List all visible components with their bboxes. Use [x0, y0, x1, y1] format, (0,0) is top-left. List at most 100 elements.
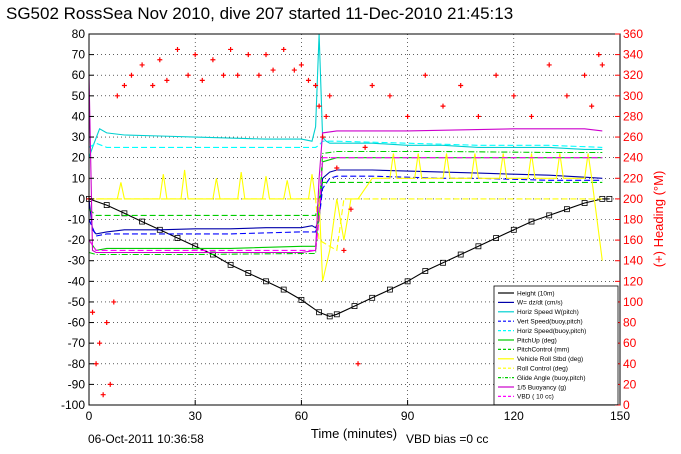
heading-point — [320, 134, 326, 140]
heading-point — [305, 77, 311, 83]
height-point — [404, 278, 411, 285]
series-layer — [86, 33, 613, 398]
height-point — [326, 313, 333, 320]
height-point — [280, 286, 287, 293]
height-point — [139, 218, 146, 225]
heading-point — [245, 52, 251, 58]
legend-label: PitchUp (deg) — [517, 337, 557, 344]
y-right-tick-label: 180 — [623, 213, 643, 227]
height-point — [351, 303, 358, 309]
y-tick-label: -40 — [68, 274, 86, 288]
y-tick-label: 40 — [72, 109, 86, 123]
heading-point — [327, 93, 333, 99]
y-right-tick-label: 20 — [623, 377, 637, 391]
legend-label: 1/5 Buoyancy (g) — [517, 384, 566, 391]
heading-point — [139, 62, 145, 68]
y-tick-label: 30 — [72, 130, 86, 144]
x-tick-label: 90 — [401, 409, 415, 423]
height-point — [245, 270, 252, 276]
height-point — [103, 202, 110, 208]
y-tick-label: 10 — [72, 171, 86, 185]
y-right-tick-label: 160 — [623, 233, 643, 247]
heading-point — [405, 113, 411, 119]
legend: Height (10m) W= dz/dt (cm/s) Horiz Speed W… — [493, 285, 619, 406]
y-tick-label: -100 — [61, 398, 85, 412]
heading-point — [511, 93, 517, 99]
heading-point — [90, 309, 96, 315]
y-right-tick-label: 100 — [623, 295, 643, 309]
y-axis-right-label: (+) Heading (°M) — [651, 171, 666, 268]
series-1-5-buoyancy-g — [88, 75, 603, 254]
height-point — [581, 200, 588, 206]
heading-point — [564, 93, 570, 99]
y-right-tick-label: 40 — [623, 357, 637, 371]
y-right-tick-label: 320 — [623, 68, 643, 82]
y-tick-label: 60 — [72, 68, 86, 82]
legend-label: W= dz/dt (cm/s) — [517, 300, 563, 307]
y-tick-label: -50 — [68, 295, 86, 309]
heading-point — [104, 320, 110, 326]
height-point — [316, 309, 323, 316]
heading-point — [582, 72, 588, 78]
legend-label: Vehicle Roll Stbd (deg) — [517, 356, 583, 363]
y-tick-label: 70 — [72, 48, 86, 62]
heading-point — [298, 62, 304, 68]
height-point — [298, 296, 305, 303]
series-horiz-speed-buoy-pitch — [88, 140, 603, 148]
heading-point — [210, 57, 216, 63]
heading-point — [281, 46, 287, 52]
heading-point — [235, 72, 241, 78]
legend-label: Glide Angle (buoy,pitch) — [517, 375, 586, 382]
y-right-tick-label: 220 — [623, 171, 643, 185]
y-right-tick-label: 240 — [623, 151, 643, 165]
height-point — [422, 268, 429, 274]
y-tick-label: 0 — [78, 192, 85, 206]
heading-point — [157, 57, 163, 63]
x-tick-label: 60 — [295, 409, 309, 423]
y-right-tick-label: 300 — [623, 89, 643, 103]
heading-point — [440, 103, 446, 109]
heading-point — [192, 52, 198, 58]
height-point — [493, 235, 500, 241]
y-right-tick-label: 260 — [623, 130, 643, 144]
heading-point — [270, 67, 276, 73]
y-right-tick-label: 140 — [623, 254, 643, 268]
heading-point — [341, 247, 347, 253]
heading-point — [100, 392, 106, 398]
heading-point — [493, 72, 499, 78]
y-tick-label: 20 — [72, 151, 86, 165]
series-line — [88, 140, 603, 148]
height-point — [606, 195, 613, 202]
height-point — [174, 235, 181, 241]
heading-point — [114, 93, 120, 99]
y-right-tick-label: 60 — [623, 336, 637, 350]
heading-point — [111, 299, 117, 305]
chart-title: SG502 RossSea Nov 2010, dive 207 started… — [6, 4, 513, 23]
heading-point — [313, 83, 319, 89]
height-point — [333, 311, 340, 318]
y-tick-label: -30 — [68, 254, 86, 268]
heading-point — [263, 52, 269, 58]
height-point — [369, 294, 376, 301]
y-right-tick-label: 360 — [623, 27, 643, 41]
heading-point — [599, 62, 605, 68]
height-point — [528, 218, 535, 225]
heading-point — [97, 340, 103, 346]
footer-timestamp: 06-Oct-2011 10:36:58 — [88, 432, 204, 446]
legend-label: Height (10m) — [517, 290, 555, 297]
heading-point — [529, 113, 534, 119]
heading-point — [596, 52, 602, 58]
y-tick-label: -60 — [68, 316, 86, 330]
y-axis-left: -100-90-80-70-60-50-40-30-20-10010203040… — [61, 27, 94, 412]
y-tick-label: -90 — [68, 377, 86, 391]
height-point — [510, 226, 517, 233]
y-tick-label: -10 — [68, 213, 86, 227]
heading-point — [589, 103, 595, 109]
height-point — [263, 278, 269, 285]
height-point — [546, 212, 553, 219]
heading-point — [185, 72, 191, 78]
heading-point — [316, 103, 322, 109]
height-point — [386, 286, 393, 293]
heading-point — [107, 381, 113, 387]
